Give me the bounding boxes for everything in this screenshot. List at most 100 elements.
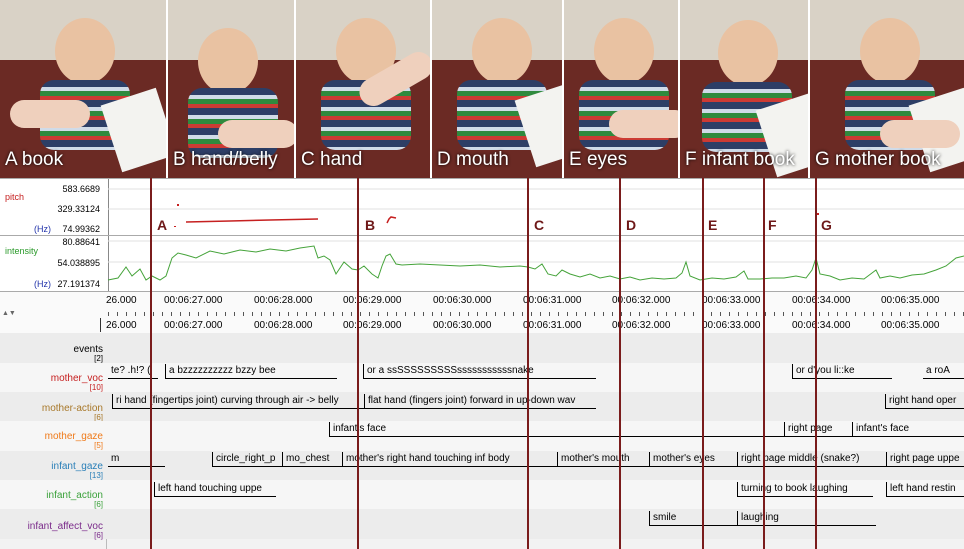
pitch-panel: pitch (Hz) 583.6689 329.33124 74.99362 [0, 178, 964, 235]
annotation[interactable]: smile [649, 511, 737, 526]
marker-line-g [815, 178, 817, 549]
scroll-arrows-icon[interactable]: ▲▼ [2, 310, 16, 317]
tier-mother-voc[interactable]: mother_voc [10] te? .h!? ( a bzzzzzzzzzz… [0, 363, 964, 392]
tier-name: events [73, 344, 103, 355]
intensity-tick-max: 80.88641 [62, 237, 100, 247]
annotation[interactable]: turning to book laughing [737, 482, 873, 497]
time-tick: 26.000 [106, 295, 137, 306]
marker-line-c [527, 178, 529, 549]
annotation[interactable]: laughing [737, 511, 876, 526]
annotation[interactable]: mother's right hand touching inf body [342, 452, 557, 467]
time-tick: 00:06:34.000 [792, 320, 851, 331]
frame-label: B hand/belly [173, 149, 278, 170]
annotation[interactable]: te? .h!? ( [108, 364, 158, 379]
annotation[interactable]: ri hand (fingertips joint) curving throu… [112, 394, 364, 409]
tier-count: [6] [94, 531, 103, 540]
frame-label: A book [5, 149, 64, 170]
time-tick: 00:06:27.000 [164, 295, 223, 306]
marker-line-f [763, 178, 765, 549]
annotation[interactable]: mo_chest [282, 452, 342, 467]
tier-name: mother_voc [50, 373, 103, 384]
time-tick: 00:06:35.000 [881, 295, 940, 306]
marker-label-b: B [365, 217, 376, 233]
annotation[interactable]: left hand restin [886, 482, 964, 497]
time-tick: 00:06:29.000 [343, 295, 402, 306]
time-tick: 00:06:32.000 [612, 320, 671, 331]
annotation[interactable]: right page uppe [886, 452, 964, 467]
frame-label: G mother book [815, 149, 941, 170]
time-tick: 26.000 [106, 320, 137, 331]
marker-line-a [150, 178, 152, 549]
tier-infant-affect-voc[interactable]: infant_affect_voc [6] smile laughing [0, 509, 964, 540]
annotation[interactable]: mother's mouth [557, 452, 649, 467]
marker-label-f: F [768, 217, 777, 233]
annotation[interactable]: infant's face [329, 422, 784, 437]
tier-count: [2] [94, 354, 103, 363]
intensity-unit: (Hz) [34, 279, 51, 289]
time-tick: 00:06:30.000 [433, 295, 492, 306]
time-tick: 00:06:33.000 [702, 295, 761, 306]
time-tick: 00:06:27.000 [164, 320, 223, 331]
tier-count: [6] [94, 413, 103, 422]
video-frame-strip: A book B hand/belly C hand D mouth E eye… [0, 0, 964, 178]
time-tick: 00:06:28.000 [254, 295, 313, 306]
marker-line-b [357, 178, 359, 549]
intensity-tick-mid: 54.038895 [57, 258, 100, 268]
tier-mother-action[interactable]: mother-action [6] ri hand (fingertips jo… [0, 392, 964, 422]
pitch-tick-max: 583.6689 [62, 184, 100, 194]
pitch-unit: (Hz) [34, 224, 51, 234]
ruler-cursor-line[interactable] [100, 318, 101, 332]
intensity-axis [108, 236, 109, 292]
time-tick: 00:06:33.000 [702, 320, 761, 331]
annotation[interactable]: circle_right_p [212, 452, 282, 467]
marker-label-c: C [534, 217, 545, 233]
marker-label-e: E [708, 217, 718, 233]
tier-mother-gaze[interactable]: mother_gaze [5] infant's face right page… [0, 421, 964, 451]
video-frame-g: G mother book [810, 0, 964, 178]
time-ruler[interactable]: ▲▼ 26.000 00:06:27.000 00:06:28.000 00:0… [0, 291, 964, 335]
tier-infant-gaze[interactable]: infant_gaze [13] m circle_right_p mo_che… [0, 451, 964, 480]
video-frame-a: A book [0, 0, 166, 178]
annotation[interactable]: or a ssSSSSSSSSSsssssssssssnake [363, 364, 596, 379]
annotation[interactable]: mother's eyes [649, 452, 737, 467]
marker-line-e [702, 178, 704, 549]
time-tick: 00:06:31.000 [523, 295, 582, 306]
marker-label-d: D [626, 217, 637, 233]
intensity-trace [107, 240, 964, 281]
annotation[interactable]: right page [784, 422, 852, 437]
tier-name: mother-action [41, 403, 103, 414]
annotation[interactable]: right page middle (snake?) [737, 452, 886, 467]
intensity-panel: intensity (Hz) 80.88641 54.038895 27.191… [0, 235, 964, 292]
pitch-label: pitch [5, 192, 25, 202]
tier-infant-action[interactable]: infant_action [6] left hand touching upp… [0, 480, 964, 509]
annotation[interactable]: left hand touching uppe [154, 482, 276, 497]
tier-name: infant_action [46, 490, 103, 501]
annotation[interactable]: a bzzzzzzzzzz bzzy bee [165, 364, 337, 379]
time-tick: 00:06:34.000 [792, 295, 851, 306]
video-frame-f: F infant book [680, 0, 808, 178]
annotation[interactable]: right hand oper [885, 394, 964, 409]
video-frame-e: E eyes [564, 0, 678, 178]
time-tick: 00:06:32.000 [612, 295, 671, 306]
annotation[interactable]: m [108, 452, 165, 467]
annotation[interactable]: infant's face [852, 422, 964, 437]
annotation[interactable]: a roA [923, 364, 964, 379]
pitch-tick-min: 74.99362 [62, 224, 100, 234]
pitch-tick-mid: 329.33124 [57, 204, 100, 214]
annotation-tiers: events [2] mother_voc [10] te? .h!? ( a … [0, 333, 964, 549]
annotation[interactable]: or d'you li::ke [792, 364, 892, 379]
tier-count: [10] [89, 383, 103, 392]
tier-name: mother_gaze [44, 431, 103, 442]
tier-name: infant_affect_voc [27, 521, 103, 532]
time-tick: 00:06:35.000 [881, 320, 940, 331]
marker-line-d [619, 178, 621, 549]
tier-events[interactable]: events [2] [0, 333, 964, 363]
frame-label: D mouth [437, 149, 509, 170]
intensity-tick-min: 27.191374 [57, 279, 100, 289]
frame-label: C hand [301, 149, 363, 170]
tier-count: [6] [94, 500, 103, 509]
tier-count: [13] [89, 471, 103, 480]
tier-name: infant_gaze [51, 461, 103, 472]
time-tick: 00:06:28.000 [254, 320, 313, 331]
annotation[interactable]: flat hand (fingers joint) forward in up-… [364, 394, 596, 409]
